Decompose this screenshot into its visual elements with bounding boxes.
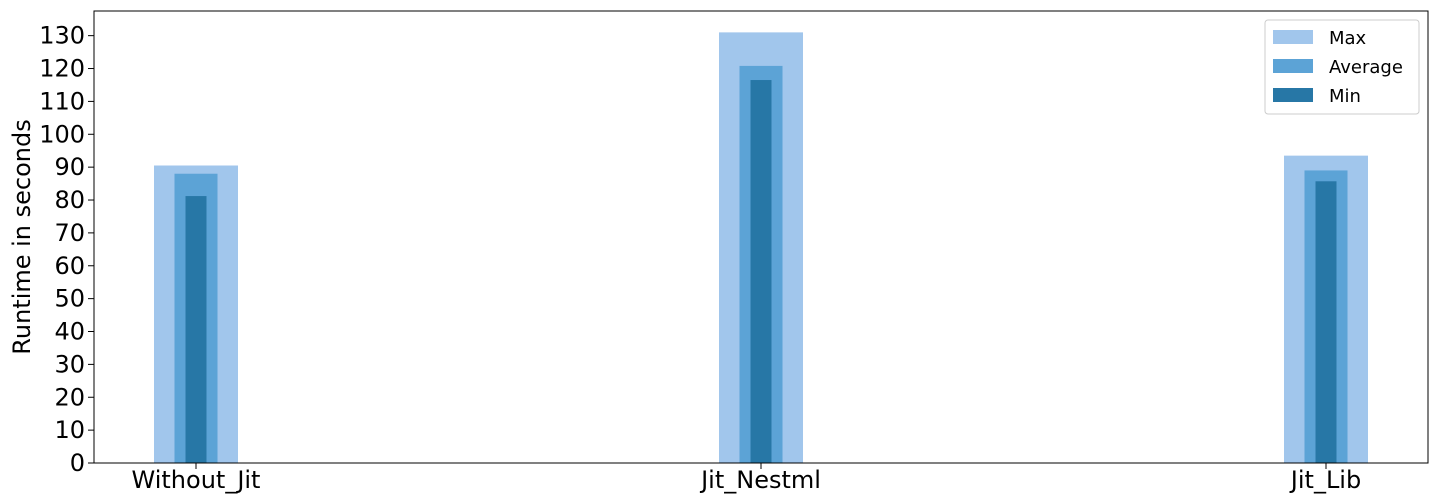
legend-label-average: Average [1329,57,1403,78]
legend-swatch-max [1273,30,1313,44]
y-tick-label: 10 [54,416,85,444]
legend-swatch-average [1273,59,1313,73]
y-tick-label: 60 [54,252,85,280]
y-tick-label: 90 [54,153,85,181]
x-tick-label: Without_Jit [132,466,261,494]
legend-swatch-min [1273,88,1313,102]
y-tick-label: 0 [70,449,85,477]
x-axis: Without_Jit Jit_Nestml Jit_Lib [132,463,1361,494]
y-tick-label: 120 [39,55,85,83]
legend: Max Average Min [1264,19,1420,115]
y-tick-label: 50 [54,285,85,313]
y-tick-label: 30 [54,350,85,378]
x-tick-label: Jit_Lib [1289,466,1361,494]
legend-label-max: Max [1329,28,1367,49]
bar-min-jit-lib [1315,181,1337,463]
y-axis-title: Runtime in seconds [8,119,36,354]
y-tick-label: 110 [39,87,85,115]
y-tick-label: 80 [54,186,85,214]
y-tick-label: 70 [54,219,85,247]
x-tick-label: Jit_Nestml [699,466,821,494]
y-tick-label: 40 [54,318,85,346]
legend-label-min: Min [1329,86,1361,107]
bars-layer [154,32,1368,464]
y-tick-label: 20 [54,383,85,411]
bar-min-jit-nestml [750,80,772,464]
y-axis: 0 10 20 30 40 50 60 70 80 90 100 110 120 130 [39,22,94,477]
y-tick-label: 100 [39,120,85,148]
y-tick-label: 130 [39,22,85,50]
bar-min-without-jit [185,196,207,463]
